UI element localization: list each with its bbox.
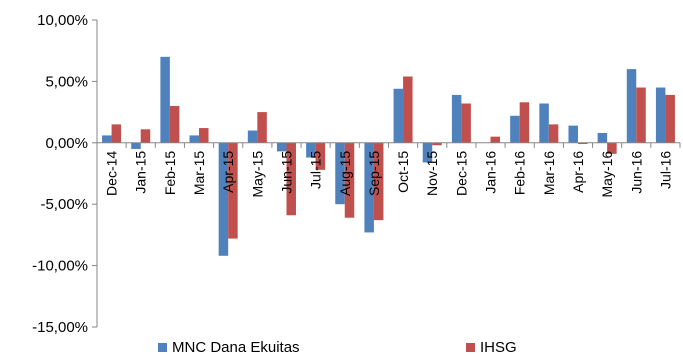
- x-tick-label: Apr-16: [570, 151, 586, 193]
- bar-ihsg-jan-15: [140, 129, 151, 143]
- bar-ihsg-jul-15: [315, 142, 326, 170]
- legend-swatch-mnc: [158, 343, 167, 352]
- legend-label-ihsg: IHSG: [480, 339, 517, 356]
- bar-ihsg-may-15: [257, 112, 267, 143]
- bar-ihsg-may-16: [607, 142, 617, 154]
- bar-ihsg-aug-15: [344, 142, 355, 218]
- bar-ihsg-apr-16: [577, 142, 588, 145]
- x-tick-label: Jan-16: [483, 151, 499, 194]
- y-tick-label: 5,00%: [45, 73, 88, 90]
- bar-ihsg-dec-14: [111, 124, 122, 143]
- bar-mnc-sep-15: [364, 142, 374, 233]
- bar-ihsg-jan-16: [490, 136, 501, 143]
- x-tick-label: Jun-16: [628, 151, 644, 194]
- y-tick-label: -10,00%: [32, 258, 88, 275]
- bars: [102, 56, 675, 256]
- x-tick-label: Jan-15: [133, 151, 149, 194]
- bar-mnc-feb-15: [160, 56, 170, 143]
- x-axis: Dec-14 Jan-15 Feb-15 Mar-15 Apr-15 May-15 Jun-…: [96, 142, 681, 198]
- bar-mnc-may-16: [597, 132, 608, 143]
- x-tick-label: Mar-15: [191, 151, 207, 196]
- x-tick-label: May-16: [599, 151, 615, 198]
- x-tick-label: Aug-15: [337, 151, 353, 196]
- x-tick-label: Mar-16: [541, 151, 557, 196]
- bar-ihsg-jun-16: [636, 87, 646, 143]
- bar-mnc-aug-15: [335, 142, 345, 205]
- bar-ihsg-feb-16: [519, 102, 530, 143]
- bar-mnc-jun-15: [276, 142, 287, 152]
- bar-ihsg-mar-15: [199, 128, 209, 143]
- bar-mnc-jul-15: [306, 142, 316, 158]
- bar-ihsg-mar-16: [548, 124, 559, 143]
- bar-mnc-feb-16: [510, 115, 520, 143]
- x-tick-label: Dec-14: [104, 151, 120, 196]
- bar-mnc-jan-15: [131, 142, 141, 149]
- x-tick-label: Jul-15: [308, 151, 324, 189]
- bar-mnc-apr-16: [568, 125, 578, 143]
- bar-ihsg-jul-16: [665, 94, 675, 143]
- bar-ihsg-dec-15: [461, 103, 471, 143]
- bar-mnc-jun-16: [626, 69, 637, 143]
- x-tick-label: Oct-15: [395, 151, 411, 193]
- x-tick-label: May-15: [249, 151, 265, 198]
- y-tick-label: 10,00%: [37, 12, 88, 29]
- x-tick-label: Jun-15: [278, 151, 294, 194]
- y-tick-label: -5,00%: [40, 196, 88, 213]
- bar-mnc-may-15: [247, 130, 258, 143]
- bar-mnc-dec-15: [451, 94, 462, 143]
- x-tick-label: Feb-16: [512, 151, 528, 196]
- legend: MNC Dana Ekuitas IHSG: [158, 339, 517, 356]
- legend-swatch-ihsg: [466, 343, 475, 352]
- y-tick-label: 0,00%: [45, 135, 88, 152]
- bar-mnc-dec-14: [102, 135, 112, 143]
- bar-mnc-oct-15: [393, 88, 404, 143]
- bar-mnc-apr-15: [218, 142, 229, 256]
- bar-ihsg-oct-15: [403, 76, 413, 143]
- bar-ihsg-sep-15: [373, 142, 384, 221]
- y-axis: 10,00% 5,00% 0,00% -5,00% -10,00% -15,00%: [32, 12, 98, 336]
- x-tick-label: Feb-15: [162, 151, 178, 196]
- x-tick-label: Jul-16: [657, 151, 673, 189]
- x-tick-label: Nov-15: [424, 151, 440, 196]
- y-tick-label: -15,00%: [32, 319, 88, 336]
- bar-ihsg-nov-15: [432, 142, 442, 146]
- x-tick-label: Apr-15: [220, 151, 236, 193]
- bar-mnc-nov-15: [422, 142, 433, 163]
- x-tick-label: Dec-15: [453, 151, 469, 196]
- bar-ihsg-feb-15: [169, 105, 180, 143]
- bar-mnc-mar-15: [189, 135, 200, 143]
- bar-mnc-mar-16: [539, 103, 549, 143]
- bar-mnc-jul-16: [655, 87, 666, 143]
- bar-ihsg-apr-15: [228, 142, 238, 239]
- x-tick-label: Sep-15: [366, 151, 382, 196]
- bar-ihsg-jun-15: [286, 142, 296, 216]
- legend-label-mnc: MNC Dana Ekuitas: [172, 339, 300, 356]
